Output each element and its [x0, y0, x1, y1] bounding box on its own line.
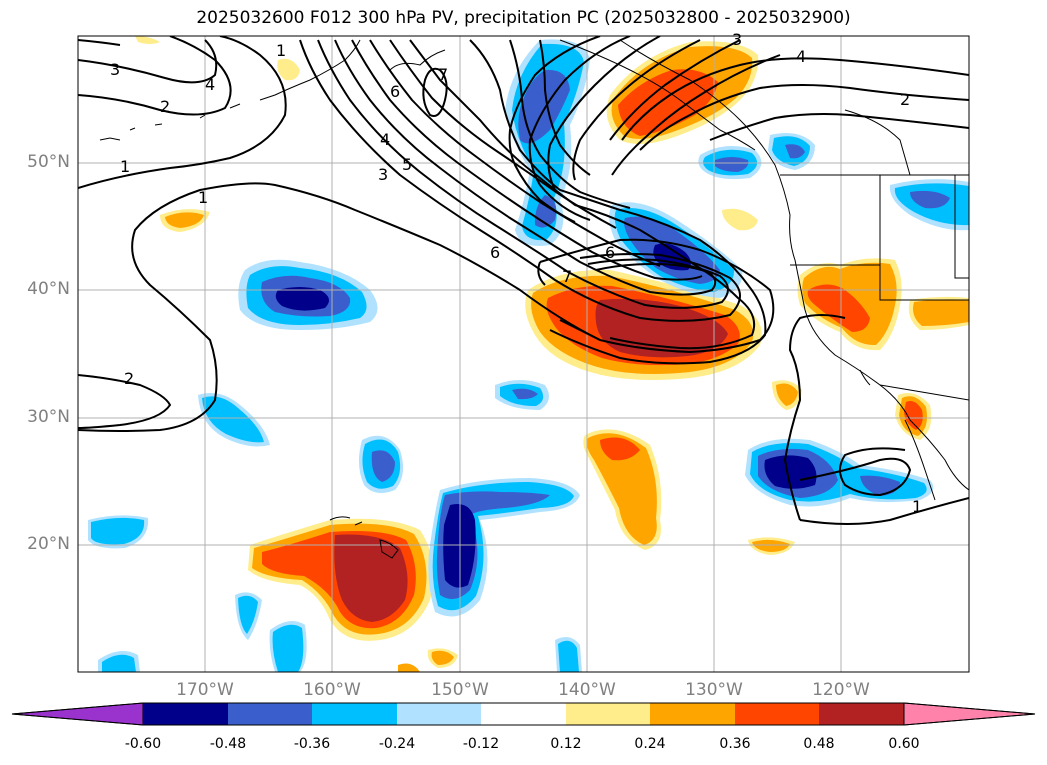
contour-label-4a: 4 — [205, 75, 215, 94]
pv-contours — [78, 36, 969, 525]
contour-label-6c: 6 — [605, 243, 615, 262]
colorbar-tick-2: -0.48 — [209, 736, 247, 752]
colorbar-bin-3 — [312, 703, 397, 725]
negative-anomaly-blob-163w — [238, 259, 378, 330]
colorbar-tick-3: -0.36 — [293, 736, 331, 752]
colorbar-bin-6 — [566, 703, 650, 725]
contour-label-3b: 3 — [378, 165, 388, 184]
colorbar-tick-8: 0.36 — [719, 736, 751, 752]
lon-label-140w: 140°W — [558, 680, 616, 700]
colorbar-tick-9: 0.48 — [803, 736, 835, 752]
contour-label-1c: 1 — [276, 41, 286, 60]
contour-label-2a: 2 — [160, 97, 170, 116]
lat-label-50n: 50°N — [27, 152, 70, 172]
colorbar-bin-5 — [481, 703, 566, 725]
colorbar-tick-6: 0.12 — [550, 736, 582, 752]
negative-anomaly-150w — [428, 478, 580, 617]
negative-anomaly-bc-coast — [698, 132, 815, 180]
lon-label-130w: 130°W — [685, 680, 743, 700]
contour-label-1d: 1 — [912, 497, 922, 516]
contour-label-5: 5 — [402, 155, 412, 174]
small-positive-anomalies — [135, 36, 932, 672]
positive-anomaly-california — [797, 258, 969, 351]
negative-anomaly-157w — [358, 435, 404, 494]
pv-contour-labels: 1 1 1 1 2 2 2 3 3 3 4 4 4 5 6 6 6 7 7 — [110, 30, 922, 516]
lat-label-40n: 40°N — [27, 279, 70, 299]
colorbar-bin-2 — [228, 703, 312, 725]
contour-label-1a: 1 — [120, 157, 130, 176]
colorbar-outline — [11, 702, 1036, 726]
contour-label-2b: 2 — [124, 369, 134, 388]
colorbar-bin-7 — [650, 703, 735, 725]
contour-label-4b: 4 — [380, 130, 390, 149]
colorbar-extend-high — [903, 702, 1036, 726]
contour-label-7a: 7 — [438, 65, 448, 84]
contour-label-6a: 6 — [390, 82, 400, 101]
colorbar-tick-5: -0.12 — [462, 736, 500, 752]
contour-label-3a: 3 — [110, 60, 120, 79]
colorbar-bin-4 — [397, 703, 481, 725]
figure-title: 2025032600 F012 300 hPa PV, precipitatio… — [196, 8, 851, 28]
colorbar-tick-4: -0.24 — [378, 736, 416, 752]
negative-anomaly-idaho — [889, 179, 969, 231]
colorbar-tick-7: 0.24 — [634, 736, 666, 752]
gridlines — [78, 36, 969, 672]
colorbar-bin-8 — [735, 703, 819, 725]
colorbar-tick-10: 0.60 — [888, 736, 920, 752]
contour-label-6b: 6 — [490, 243, 500, 262]
colorbar-extend-low — [11, 702, 144, 726]
contour-label-2c: 2 — [900, 90, 910, 109]
colorbar-bin-1 — [143, 703, 228, 725]
lat-label-20n: 20°N — [27, 534, 70, 554]
contour-label-4c: 4 — [796, 47, 806, 66]
colorbar-bin-9 — [819, 703, 904, 725]
contour-label-1b: 1 — [198, 188, 208, 207]
lon-label-150w: 150°W — [431, 680, 489, 700]
colorbar-tick-1: -0.60 — [124, 736, 162, 752]
colorbar — [11, 702, 1036, 726]
small-negative-anomalies — [88, 380, 582, 672]
contour-label-7b: 7 — [562, 267, 572, 286]
lon-label-120w: 120°W — [812, 680, 870, 700]
lon-label-160w: 160°W — [303, 680, 361, 700]
positive-anomaly-blob-northeast — [606, 41, 759, 144]
positive-anomaly-subtropical-136w — [583, 429, 662, 550]
coastlines — [99, 39, 969, 559]
lon-label-170w: 170°W — [176, 680, 234, 700]
lat-label-30n: 30°N — [27, 407, 70, 427]
map-frame — [77, 35, 970, 673]
contour-label-3c: 3 — [732, 30, 742, 49]
positive-anomaly-hawaii — [248, 518, 434, 641]
